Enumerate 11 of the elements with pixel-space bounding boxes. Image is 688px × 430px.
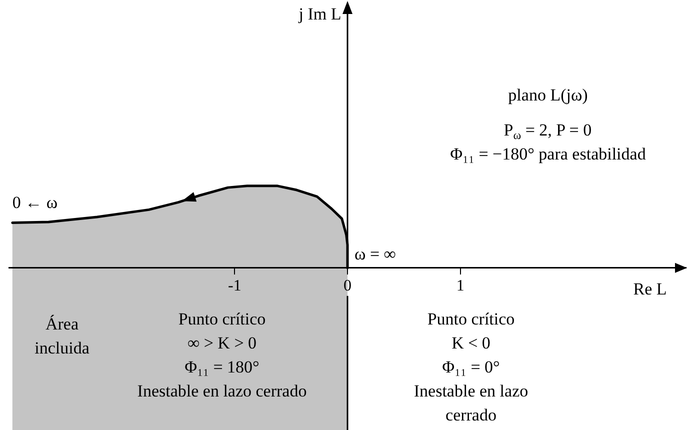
text: plano L(jω) [508,85,588,104]
x-tick-label: 1 [456,278,464,295]
x-axis-title: Re L [633,279,667,298]
text: j Im L [298,4,342,24]
text: Punto crítico K < 0 Φ₁₁ = 0° Inestable en lazo cerrado [414,309,528,424]
annotation: 0 ← ω [12,193,58,212]
text: Área incluida [34,314,90,358]
annotation: ω = ∞ [354,244,396,264]
text: Punto crítico ∞ > K > 0 Φ₁₁ = 180° Inestable en lazo cerrado [137,309,307,400]
x-tick-label: 0 [344,278,352,295]
x-tick-label: -1 [228,278,242,295]
